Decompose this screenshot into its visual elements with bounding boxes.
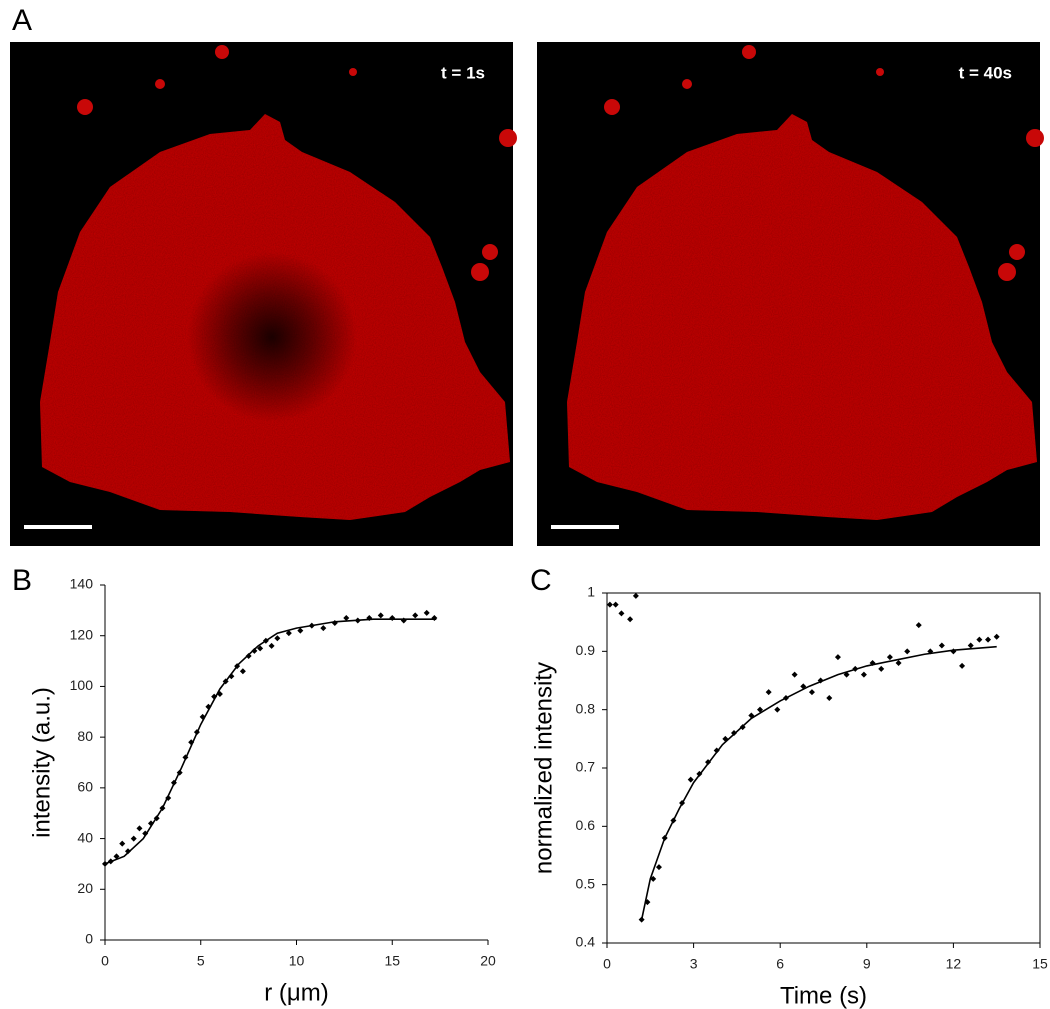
- y-tick-label: 0.5: [576, 875, 596, 891]
- data-point: [985, 636, 992, 643]
- y-tick-label: 20: [77, 880, 93, 896]
- y-tick-label: 1: [587, 584, 595, 600]
- x-tick-label: 15: [1032, 956, 1048, 972]
- y-tick-label: 40: [77, 829, 93, 845]
- data-point: [257, 645, 264, 652]
- y-axis-title: normalized intensity: [530, 662, 557, 874]
- data-point: [808, 689, 815, 696]
- data-point: [915, 622, 922, 629]
- data-point: [119, 840, 126, 847]
- data-point: [251, 647, 258, 654]
- data-point: [904, 648, 911, 655]
- y-tick-label: 0.9: [576, 642, 596, 658]
- data-point: [113, 853, 120, 860]
- data-point: [791, 671, 798, 678]
- data-point: [993, 633, 1000, 640]
- image-caption: t = 1s: [441, 63, 485, 82]
- data-point: [412, 612, 419, 619]
- x-tick-label: 5: [197, 953, 205, 969]
- data-point: [268, 642, 275, 649]
- data-point: [756, 706, 763, 713]
- y-tick-label: 80: [77, 728, 93, 744]
- data-point: [878, 665, 885, 672]
- data-point: [431, 614, 438, 621]
- data-point: [124, 848, 131, 855]
- panel-label: C: [530, 564, 552, 597]
- data-point: [959, 662, 966, 669]
- data-point: [285, 630, 292, 637]
- y-tick-label: 0.6: [576, 817, 596, 833]
- data-point: [320, 625, 327, 632]
- data-point: [377, 612, 384, 619]
- x-tick-label: 0: [603, 956, 611, 972]
- data-point: [606, 601, 613, 608]
- data-point: [389, 614, 396, 621]
- data-point: [612, 601, 619, 608]
- y-tick-label: 0.4: [576, 934, 596, 950]
- x-tick-label: 0: [101, 953, 109, 969]
- data-point: [895, 660, 902, 666]
- data-point: [774, 706, 781, 713]
- fit-line: [104, 618, 437, 865]
- data-point: [765, 689, 772, 696]
- image-caption: t = 40s: [959, 63, 1012, 82]
- data-point: [938, 642, 945, 649]
- y-tick-label: 0.8: [576, 700, 596, 716]
- y-tick-label: 120: [70, 626, 94, 642]
- x-tick-label: 12: [946, 956, 962, 972]
- x-tick-label: 6: [776, 956, 784, 972]
- data-point: [655, 864, 662, 871]
- data-point: [343, 614, 350, 621]
- y-axis-title: intensity (a.u.): [28, 687, 55, 838]
- y-tick-label: 140: [70, 576, 94, 592]
- x-tick-label: 3: [690, 956, 698, 972]
- data-point: [632, 592, 639, 599]
- x-axis-title: Time (s): [780, 982, 867, 1009]
- data-point: [423, 609, 430, 616]
- y-tick-label: 0: [85, 931, 93, 947]
- y-tick-label: 100: [70, 677, 94, 693]
- x-tick-label: 20: [480, 953, 496, 969]
- micrograph: t = 1s: [10, 42, 517, 546]
- x-tick-label: 10: [289, 953, 305, 969]
- data-point: [130, 835, 137, 842]
- data-point: [618, 610, 625, 617]
- x-tick-label: 9: [863, 956, 871, 972]
- data-point: [136, 825, 143, 832]
- data-point: [400, 617, 407, 624]
- x-axis-title: r (μm): [264, 979, 328, 1006]
- data-point: [860, 671, 867, 678]
- fit-line: [640, 645, 997, 920]
- data-point: [687, 776, 694, 783]
- data-point: [297, 627, 304, 634]
- x-tick-label: 15: [384, 953, 400, 969]
- data-point: [826, 695, 833, 701]
- data-point: [650, 875, 657, 882]
- data-point: [967, 642, 974, 649]
- y-tick-label: 0.7: [576, 759, 596, 775]
- data-point: [245, 653, 252, 659]
- panel-label: B: [12, 564, 32, 597]
- data-point: [886, 654, 893, 661]
- data-point: [274, 635, 281, 642]
- micrograph: t = 40s: [537, 42, 1044, 546]
- panel-label: A: [12, 4, 32, 37]
- data-point: [239, 668, 246, 675]
- data-point: [976, 636, 983, 643]
- y-tick-label: 60: [77, 779, 93, 795]
- plot-frame: [606, 592, 1041, 944]
- data-point: [834, 654, 841, 661]
- data-point: [627, 616, 634, 623]
